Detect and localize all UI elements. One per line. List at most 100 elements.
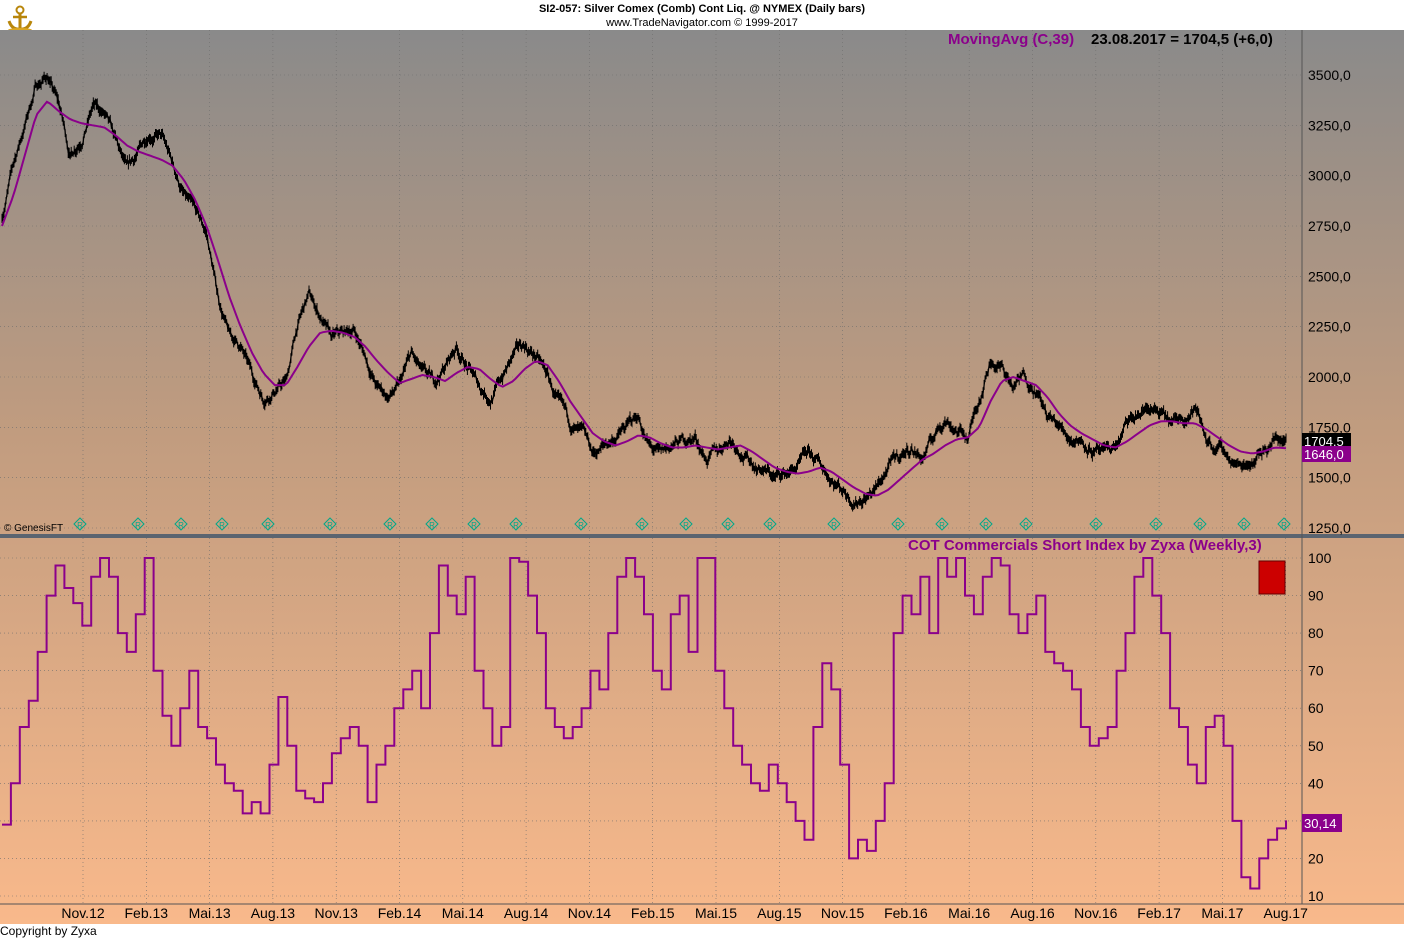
price-y-axis: 3500,0 3250,0 3000,0 2750,0 2500,0 2250,0 2000… [1308,67,1351,536]
price-tick-label: 3500,0 [1308,67,1351,83]
r-marker-icon: R [509,517,523,531]
r-marker-icon: R [763,517,777,531]
r-marker-diamond [763,517,777,531]
r-marker-diamond [827,517,841,531]
cot-index-line [2,557,1287,890]
last-ma-badge [1302,446,1351,462]
r-marker-diamond [891,517,905,531]
last-price-badge [1302,433,1351,449]
r-marker-icon: R [1149,517,1163,531]
x-tick-label: Feb.17 [1137,905,1181,921]
r-marker-diamond [509,517,523,531]
r-marker-icon: R [174,517,188,531]
r-marker-label: R [831,521,837,530]
price-readout: 23.08.2017 = 1704,5 (+6,0) [1091,31,1273,48]
moving-average-title: MovingAvg (C,39) [948,31,1074,48]
r-marker-diamond [679,517,693,531]
cot-tick-label: 50 [1308,738,1324,754]
r-marker-label: R [219,521,225,530]
cot-tick-label: 80 [1308,625,1324,641]
x-tick-label: Nov.16 [1074,905,1118,921]
x-tick-label: Aug.16 [1010,905,1055,921]
x-tick-label: Feb.14 [378,905,422,921]
cot-pane [2,557,1287,890]
r-marker-diamond [574,517,588,531]
r-marker-diamond [174,517,188,531]
r-marker-label: R [1197,521,1203,530]
chart-title: SI2-057: Silver Comex (Comb) Cont Liq. @… [538,3,866,15]
cot-index-title: COT Commercials Short Index by Zyxa (Wee… [908,537,1262,554]
r-marker-label: R [387,521,393,530]
r-marker-label: R [178,521,184,530]
x-tick-label: Mai.13 [189,905,231,921]
price-tick-label: 2250,0 [1308,319,1351,335]
x-tick-label: Mai.16 [948,905,990,921]
r-marker-diamond [425,517,439,531]
x-tick-label: Aug.14 [504,905,549,921]
cot-tick-label: 20 [1308,850,1324,866]
r-marker-label: R [1093,521,1099,530]
last-cot-label: 30,14 [1304,816,1337,831]
x-tick-label: Aug.15 [757,905,802,921]
r-marker-diamond [935,517,949,531]
r-marker-label: R [767,521,773,530]
r-marker-label: R [578,521,584,530]
r-marker-diamond [1089,517,1103,531]
r-marker-diamond [323,517,337,531]
r-marker-icon: R [467,517,481,531]
price-series-close [1,75,1287,508]
r-marker-icon: R [574,517,588,531]
x-tick-label: Feb.16 [884,905,928,921]
copyright-footer: Copyright by Zyxa [0,924,97,938]
r-marker-label: R [513,521,519,530]
x-tick-label: Mai.17 [1201,905,1243,921]
r-marker-label: R [725,521,731,530]
r-marker-label: R [429,521,435,530]
chart-background [0,30,1404,924]
r-marker-diamond [1019,517,1033,531]
r-marker-diamond [467,517,481,531]
r-marker-label: R [265,521,271,530]
chart-area: R R R R R R R R R R R R R R R R R R R R R R R R R 3500,0 3250,0 30… [0,30,1404,924]
chart-header: SI2-057: Silver Comex (Comb) Cont Liq. @… [0,0,1404,32]
cot-tick-label: 90 [1308,588,1324,604]
r-marker-icon: R [261,517,275,531]
chart-subtitle: www.TradeNavigator.com © 1999-2017 [606,17,798,29]
r-marker-icon: R [1019,517,1033,531]
r-marker-label: R [683,521,689,530]
r-marker-icon: R [383,517,397,531]
x-axis-labels: Nov.12 Feb.13 Mai.13 Aug.13 Nov.13 Feb.14 Mai.… [61,905,1308,921]
cot-signal-box [1258,560,1286,595]
r-marker-diamond [721,517,735,531]
r-marker-icon: R [891,517,905,531]
r-marker-label: R [135,521,141,530]
pane-separator [0,534,1404,538]
x-tick-label: Nov.12 [61,905,105,921]
r-marker-icon: R [1277,517,1291,531]
r-marker-label: R [471,521,477,530]
price-tick-label: 2000,0 [1308,369,1351,385]
r-marker-icon: R [635,517,649,531]
cot-tick-label: 60 [1308,700,1324,716]
r-marker-label: R [1153,521,1159,530]
moving-average-line [1,100,1287,497]
r-marker-label: R [77,521,83,530]
x-tick-label: Nov.15 [821,905,865,921]
r-marker-icon: R [73,517,87,531]
r-marker-icon: R [215,517,229,531]
price-tick-label: 1500,0 [1308,470,1351,486]
x-tick-label: Nov.13 [315,905,359,921]
cot-tick-label: 40 [1308,775,1324,791]
r-marker-label: R [895,521,901,530]
r-marker-diamond [1193,517,1207,531]
x-tick-label: Aug.13 [251,905,296,921]
x-tick-label: Feb.13 [125,905,169,921]
r-marker-diamond [979,517,993,531]
r-marker-diamond [73,517,87,531]
r-marker-label: R [1241,521,1247,530]
r-marker-label: R [939,521,945,530]
price-tick-label: 1750,0 [1308,419,1351,435]
price-tick-label: 1250,0 [1308,520,1351,536]
r-marker-diamond [383,517,397,531]
